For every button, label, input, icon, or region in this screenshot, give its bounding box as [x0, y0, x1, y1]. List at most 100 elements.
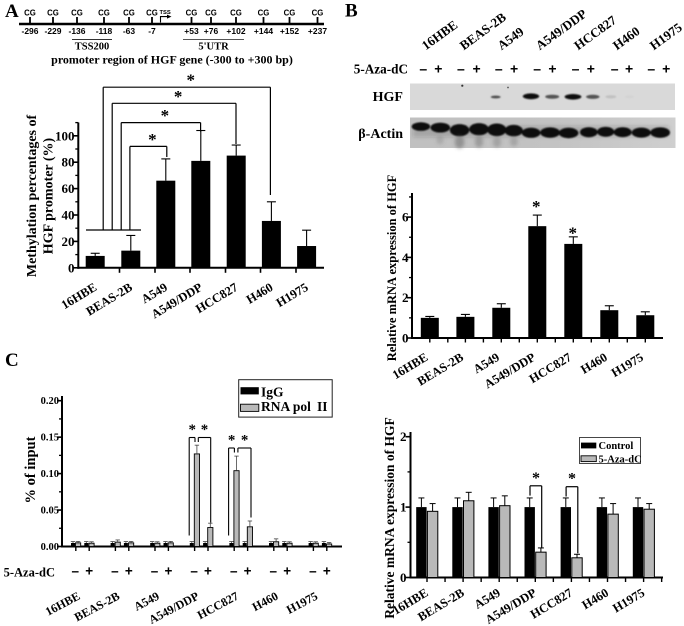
svg-text:CG: CG: [205, 9, 217, 18]
svg-text:-296: -296: [21, 26, 38, 36]
svg-text:+: +: [662, 61, 670, 77]
svg-text:*: *: [174, 87, 183, 106]
svg-text:CG: CG: [47, 9, 59, 18]
svg-text:5-Aza-dC: 5-Aza-dC: [4, 566, 55, 580]
svg-text:+: +: [473, 61, 481, 77]
svg-text:1: 1: [400, 500, 407, 515]
svg-text:+: +: [434, 61, 442, 77]
svg-text:*: *: [161, 106, 170, 125]
svg-text:+: +: [548, 61, 556, 77]
svg-text:–: –: [533, 61, 541, 77]
svg-text:–: –: [495, 61, 503, 77]
svg-text:+: +: [283, 564, 291, 579]
svg-text:0: 0: [68, 260, 75, 275]
svg-text:+: +: [625, 61, 633, 77]
svg-text:*: *: [228, 433, 236, 449]
svg-text:Relative mRNA expression of HG: Relative mRNA expression of HGF: [382, 417, 397, 618]
svg-text:0.00: 0.00: [41, 542, 59, 553]
svg-text:80: 80: [62, 155, 75, 170]
svg-text:HGF: HGF: [373, 90, 403, 105]
svg-text:0.20: 0.20: [41, 396, 59, 407]
svg-text:CG: CG: [284, 9, 296, 18]
svg-text:4: 4: [402, 250, 409, 265]
svg-text:*: *: [568, 471, 576, 488]
svg-text:5-Aza-dC: 5-Aza-dC: [354, 62, 408, 77]
svg-text:CG: CG: [123, 9, 135, 18]
svg-text:20: 20: [62, 234, 75, 249]
svg-text:CG: CG: [312, 9, 324, 18]
svg-text:HGF promoter (%): HGF promoter (%): [42, 137, 57, 254]
svg-text:+: +: [244, 564, 252, 579]
svg-text:–: –: [572, 61, 580, 77]
svg-text:2: 2: [400, 429, 407, 444]
svg-text:+76: +76: [204, 26, 219, 36]
svg-text:Methylation percentages of: Methylation percentages of: [25, 115, 40, 278]
svg-text:–: –: [419, 61, 427, 77]
svg-text:C: C: [5, 350, 19, 371]
svg-text:0.05: 0.05: [41, 506, 59, 517]
svg-text:promoter region of HGF gene (-: promoter region of HGF gene (-300 to +30…: [51, 53, 293, 67]
svg-text:% of input: % of input: [23, 436, 39, 503]
svg-text:TSS200: TSS200: [75, 42, 109, 53]
svg-text:*: *: [201, 422, 209, 438]
svg-text:0.10: 0.10: [41, 469, 59, 480]
svg-text:6: 6: [402, 210, 409, 225]
svg-text:CG: CG: [146, 9, 158, 18]
svg-text:+: +: [510, 61, 518, 77]
svg-text:CG: CG: [230, 9, 242, 18]
svg-text:–: –: [270, 564, 278, 579]
svg-text:Relative mRNA expression of HG: Relative mRNA expression of HGF: [385, 174, 399, 361]
svg-text:CG: CG: [258, 9, 270, 18]
svg-text:A: A: [5, 1, 19, 22]
svg-text:+102: +102: [226, 26, 245, 36]
svg-text:*: *: [241, 433, 249, 449]
svg-text:+: +: [164, 564, 172, 579]
svg-text:60: 60: [62, 181, 75, 196]
svg-text:5-Aza-dC: 5-Aza-dC: [599, 454, 642, 465]
svg-text:CG: CG: [24, 9, 36, 18]
svg-text:-136: -136: [68, 26, 85, 36]
svg-text:+: +: [587, 61, 595, 77]
svg-text:+: +: [204, 564, 212, 579]
svg-text:100: 100: [55, 128, 75, 143]
svg-text:Control: Control: [599, 441, 634, 452]
svg-text:+: +: [323, 564, 331, 579]
svg-text:–: –: [151, 564, 159, 579]
svg-text:2: 2: [402, 290, 409, 305]
svg-text:–: –: [647, 61, 655, 77]
svg-text:*: *: [532, 197, 541, 216]
svg-text:IgG: IgG: [261, 385, 284, 400]
svg-text:+152: +152: [280, 26, 299, 36]
svg-text:0: 0: [400, 570, 407, 585]
svg-text:–: –: [230, 564, 238, 579]
svg-text:–: –: [72, 564, 80, 579]
svg-text:0: 0: [402, 331, 409, 346]
svg-text:40: 40: [62, 208, 75, 223]
svg-text:B: B: [345, 1, 358, 22]
svg-text:+: +: [85, 564, 93, 579]
svg-text:*: *: [569, 224, 578, 243]
svg-text:*: *: [188, 422, 196, 438]
svg-text:-118: -118: [96, 26, 113, 36]
svg-text:–: –: [457, 61, 465, 77]
svg-text:*: *: [532, 470, 540, 487]
svg-text:-7: -7: [148, 26, 156, 36]
svg-text:0.15: 0.15: [41, 433, 59, 444]
svg-text:+53: +53: [184, 26, 199, 36]
svg-text:-63: -63: [123, 26, 136, 36]
svg-text:*: *: [148, 130, 157, 149]
svg-text:CG: CG: [186, 9, 198, 18]
svg-text:–: –: [190, 564, 198, 579]
svg-text:–: –: [611, 61, 619, 77]
svg-text:RNA pol II: RNA pol II: [261, 399, 327, 414]
svg-text:–: –: [111, 564, 119, 579]
svg-text:–: –: [309, 564, 317, 579]
svg-text:5'UTR: 5'UTR: [198, 42, 229, 53]
svg-text:β-Actin: β-Actin: [358, 127, 403, 142]
svg-text:TSS: TSS: [160, 10, 171, 16]
svg-text:*: *: [187, 71, 196, 90]
svg-text:CG: CG: [98, 9, 110, 18]
svg-text:+237: +237: [308, 26, 327, 36]
svg-text:+: +: [125, 564, 133, 579]
svg-text:-229: -229: [44, 26, 61, 36]
